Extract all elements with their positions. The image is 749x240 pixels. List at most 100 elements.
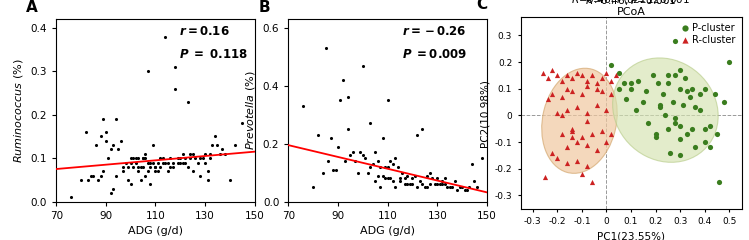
Point: [201, 169, 213, 173]
R-cluster: [605, 132, 617, 136]
Point: [177, 152, 189, 156]
Point: [97, 169, 109, 173]
Point: [421, 185, 433, 189]
P-cluster: [649, 135, 661, 139]
R-cluster: [580, 143, 592, 147]
Point: [204, 156, 216, 160]
Point: [322, 159, 334, 163]
Point: [454, 185, 466, 189]
Point: [436, 180, 448, 183]
X-axis label: PC1(23.55%): PC1(23.55%): [597, 232, 665, 240]
Point: [424, 182, 436, 186]
R-cluster: [591, 87, 603, 91]
Point: [142, 161, 154, 164]
Point: [451, 188, 463, 192]
Point: [386, 162, 398, 166]
Point: [394, 176, 406, 180]
P-cluster: [669, 73, 681, 77]
P-cluster: [718, 100, 730, 104]
Point: [109, 117, 121, 121]
R-cluster: [601, 140, 613, 144]
R-cluster: [576, 73, 588, 77]
Point: [374, 165, 386, 169]
R-cluster: [547, 68, 559, 72]
Point: [135, 165, 147, 169]
R-cluster: [591, 148, 603, 152]
Point: [100, 130, 112, 134]
Point: [132, 169, 144, 173]
Point: [357, 153, 369, 157]
Point: [137, 165, 149, 169]
R-cluster: [557, 114, 568, 117]
Point: [194, 174, 206, 177]
R-cluster: [576, 92, 588, 96]
Point: [411, 185, 423, 189]
Point: [401, 174, 413, 177]
R-cluster: [566, 127, 578, 131]
Point: [216, 148, 228, 151]
R-cluster: [580, 79, 592, 83]
R-cluster: [580, 164, 592, 168]
Point: [65, 195, 77, 199]
R-cluster: [610, 73, 622, 77]
Text: $\it{R}$=0.46, $\it{P}$\u22120.001: $\it{R}$=0.46, $\it{P}$\u22120.001: [571, 0, 691, 6]
Point: [164, 165, 176, 169]
Point: [407, 176, 419, 180]
Point: [337, 78, 349, 82]
R-cluster: [557, 79, 568, 83]
Point: [426, 176, 438, 180]
Y-axis label: $\it{Prevotella}$ (%): $\it{Prevotella}$ (%): [244, 71, 258, 150]
Point: [184, 156, 196, 160]
Point: [105, 148, 117, 151]
R-cluster: [571, 71, 583, 75]
Point: [182, 165, 194, 169]
Point: [320, 46, 332, 50]
Point: [160, 35, 172, 38]
Point: [330, 168, 342, 172]
Point: [150, 165, 162, 169]
R-cluster: [586, 132, 598, 136]
Point: [90, 143, 102, 147]
R-cluster: [536, 71, 548, 75]
R-cluster: [576, 172, 588, 176]
Point: [175, 161, 187, 164]
Point: [431, 176, 443, 180]
R-cluster: [580, 84, 592, 88]
R-cluster: [595, 90, 607, 93]
R-cluster: [586, 73, 598, 77]
Point: [377, 174, 389, 177]
P-cluster: [686, 87, 698, 91]
R-cluster: [571, 106, 583, 109]
Point: [160, 161, 172, 164]
P-cluster: [699, 87, 711, 91]
P-cluster: [684, 95, 696, 99]
Point: [172, 156, 184, 160]
Point: [209, 135, 221, 138]
Point: [436, 182, 448, 186]
Text: $\bfit{r}$$\bf{=0.16}$: $\bfit{r}$$\bf{=0.16}$: [179, 25, 230, 38]
Point: [449, 180, 461, 183]
Point: [142, 169, 154, 173]
Point: [192, 161, 204, 164]
Point: [414, 180, 426, 183]
Point: [117, 169, 129, 173]
Point: [404, 182, 416, 186]
Point: [374, 185, 386, 189]
Point: [137, 156, 149, 160]
P-cluster: [613, 87, 625, 91]
R-cluster: [561, 145, 573, 149]
R-cluster: [601, 71, 613, 75]
Point: [342, 127, 354, 131]
Point: [381, 165, 394, 169]
Point: [471, 185, 483, 189]
P-cluster: [655, 106, 667, 109]
Point: [441, 185, 453, 189]
P-cluster: [647, 73, 659, 77]
Point: [236, 121, 248, 125]
R-cluster: [542, 97, 554, 101]
Point: [124, 161, 136, 164]
P-cluster: [662, 73, 674, 77]
Point: [117, 165, 129, 169]
Ellipse shape: [613, 58, 718, 162]
Point: [364, 165, 376, 169]
